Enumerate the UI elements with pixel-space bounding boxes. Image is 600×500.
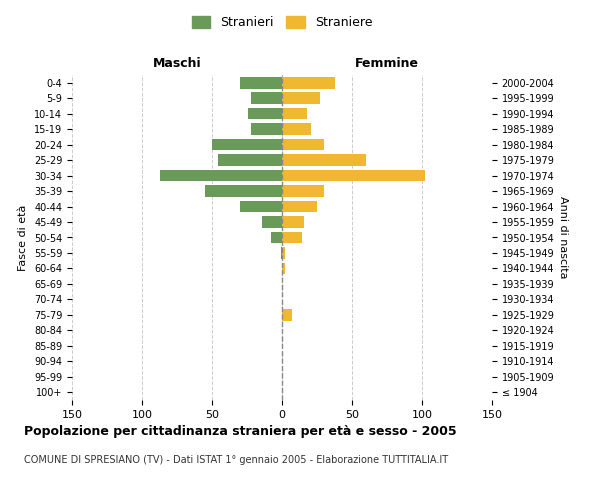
Bar bbox=[282, 170, 425, 181]
Bar bbox=[282, 154, 366, 166]
Bar bbox=[205, 186, 282, 197]
Bar bbox=[282, 186, 324, 197]
Bar bbox=[248, 108, 282, 120]
Bar bbox=[282, 124, 311, 135]
Bar bbox=[282, 216, 304, 228]
Bar bbox=[212, 139, 282, 150]
Bar bbox=[282, 200, 317, 212]
Text: Maschi: Maschi bbox=[152, 57, 202, 70]
Y-axis label: Fasce di età: Fasce di età bbox=[19, 204, 28, 270]
Text: COMUNE DI SPRESIANO (TV) - Dati ISTAT 1° gennaio 2005 - Elaborazione TUTTITALIA.: COMUNE DI SPRESIANO (TV) - Dati ISTAT 1°… bbox=[24, 455, 448, 465]
Text: Femmine: Femmine bbox=[355, 57, 419, 70]
Bar bbox=[282, 232, 302, 243]
Legend: Stranieri, Straniere: Stranieri, Straniere bbox=[187, 11, 377, 34]
Bar bbox=[282, 108, 307, 120]
Bar bbox=[282, 309, 292, 320]
Bar bbox=[271, 232, 282, 243]
Bar bbox=[281, 247, 282, 259]
Bar bbox=[251, 124, 282, 135]
Bar bbox=[262, 216, 282, 228]
Bar bbox=[282, 247, 285, 259]
Bar bbox=[282, 262, 285, 274]
Bar bbox=[282, 139, 324, 150]
Bar bbox=[160, 170, 282, 181]
Bar bbox=[251, 92, 282, 104]
Text: Popolazione per cittadinanza straniera per età e sesso - 2005: Popolazione per cittadinanza straniera p… bbox=[24, 425, 457, 438]
Bar bbox=[282, 92, 320, 104]
Bar bbox=[240, 77, 282, 88]
Y-axis label: Anni di nascita: Anni di nascita bbox=[559, 196, 568, 279]
Bar bbox=[218, 154, 282, 166]
Bar bbox=[240, 200, 282, 212]
Bar bbox=[282, 77, 335, 88]
